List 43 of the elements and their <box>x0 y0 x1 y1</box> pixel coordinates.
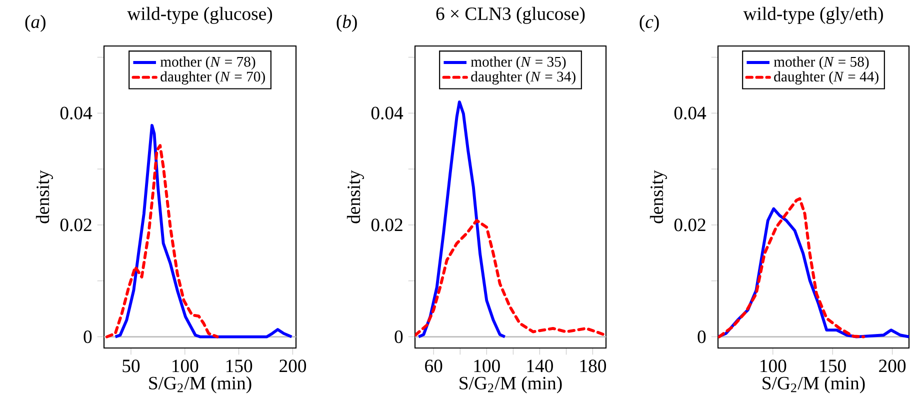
y-tick-label: 0.02 <box>371 218 402 232</box>
x-axis-title: S/G$_{2}$/M (min) <box>460 376 562 394</box>
x-tick-label: 150 <box>226 360 252 372</box>
text: (b) <box>336 14 357 32</box>
legend-label: daughter (N = 44) <box>774 71 878 85</box>
line-series <box>114 124 294 338</box>
x-tick-label: 150 <box>820 360 846 372</box>
legend-label: daughter (N = 34) <box>471 71 576 85</box>
legend-label: daughter (N = 70) <box>160 71 265 85</box>
chart-title: wild-type (gly/eth) <box>743 6 883 24</box>
chart-title: wild-type (glucose) <box>127 6 272 24</box>
x-tick-label: 60 <box>425 360 442 372</box>
x-tick-label: 50 <box>122 360 140 372</box>
y-tick-label: 0.04 <box>674 106 706 120</box>
y-tick-label: 0.02 <box>674 218 706 232</box>
x-axis-title: S/G$_{2}$/M (min) <box>762 376 865 394</box>
x-tick-label: 200 <box>879 360 906 372</box>
x-axis-title: S/G$_{2}$/M (min) <box>149 376 252 394</box>
y-axis-title: density <box>36 170 53 224</box>
x-tick-label: 100 <box>474 360 500 372</box>
y-tick-label: 0 <box>84 330 92 344</box>
text: (a) <box>25 14 46 32</box>
y-tick-label: 0.04 <box>60 106 92 120</box>
y-tick-label: 0.04 <box>371 106 404 120</box>
x-tick-label: 140 <box>527 360 553 372</box>
legend-label: mother (N = 35) <box>470 56 566 70</box>
y-axis-title: density <box>650 170 667 224</box>
line-series <box>417 100 506 338</box>
legend-label: mother (N = 58) <box>774 56 869 70</box>
chart-title: 6 × CLN3 (glucose) <box>436 6 585 24</box>
y-tick-label: 0 <box>698 330 706 344</box>
y-tick-label: 0 <box>394 330 403 344</box>
legend-label: mother (N = 78) <box>160 56 256 70</box>
text: (c) <box>640 14 659 32</box>
x-tick-label: 180 <box>580 360 606 372</box>
x-tick-label: 100 <box>172 360 198 372</box>
x-tick-label: 100 <box>760 360 786 372</box>
line-series <box>105 144 219 338</box>
y-axis-title: density <box>346 170 364 224</box>
line-series <box>415 219 606 337</box>
x-tick-label: 200 <box>280 360 306 372</box>
y-tick-label: 0.02 <box>60 218 92 232</box>
line-series <box>718 197 866 338</box>
